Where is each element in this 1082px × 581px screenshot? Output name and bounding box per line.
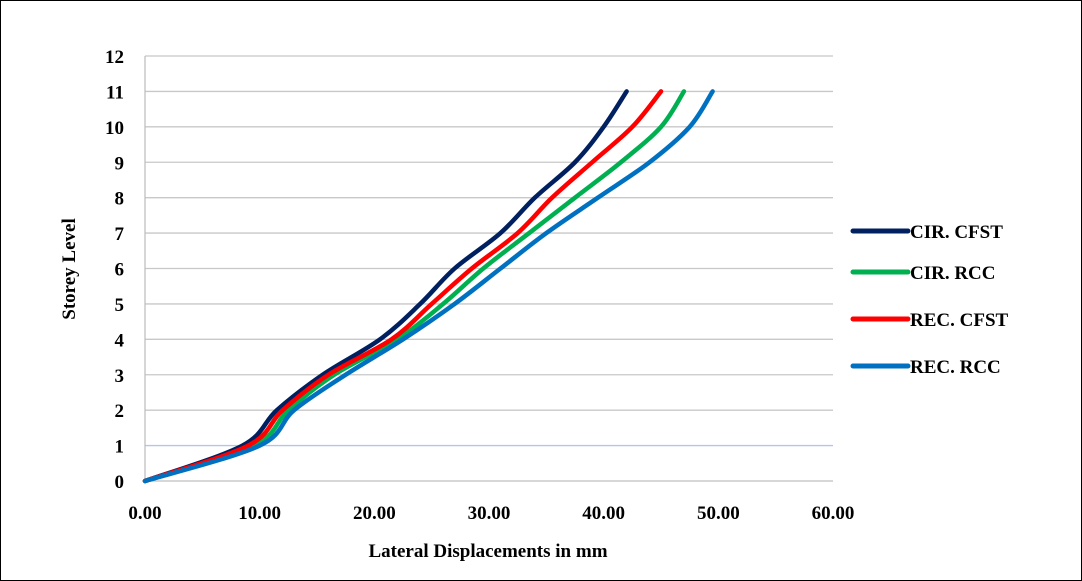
y-tick-label: 12: [105, 47, 124, 68]
y-tick-label: 2: [115, 401, 125, 422]
x-tick-label: 20.00: [353, 503, 396, 524]
series-line-cir-rcc: [142, 89, 687, 484]
legend-label-rec-rcc: REC. RCC: [910, 357, 1001, 378]
x-tick-label: 10.00: [238, 503, 281, 524]
x-tick-label: 40.00: [582, 503, 625, 524]
y-tick-label: 0: [115, 472, 125, 493]
y-tick-label: 10: [105, 118, 124, 139]
y-tick-label: 1: [115, 437, 125, 458]
y-tick-label: 4: [115, 330, 125, 351]
legend-label-cir-rcc: CIR. RCC: [910, 263, 996, 284]
legend: CIR. CFST CIR. RCC REC. CFST REC. RCC: [850, 222, 1009, 378]
legend-label-rec-cfst: REC. CFST: [910, 310, 1009, 331]
x-tick-label: 50.00: [697, 503, 740, 524]
y-tick-label: 9: [115, 153, 125, 174]
series-line-rec-cfst: [142, 89, 664, 484]
y-tick-label: 5: [115, 295, 125, 316]
legend-label-cir-cfst: CIR. CFST: [910, 222, 1003, 243]
series-line-rec-rcc: [142, 89, 715, 484]
series-line-cir-cfst: [142, 89, 629, 484]
series-layer: [142, 89, 715, 484]
y-tick-label: 11: [106, 82, 124, 103]
y-tick-label: 8: [115, 189, 125, 210]
x-tick-label: 0.00: [128, 503, 161, 524]
tick-labels: 0.00 10.00 20.00 30.00 40.00 50.00 60.00012345…: [105, 47, 854, 524]
axes: [144, 56, 833, 482]
y-tick-label: 3: [115, 366, 125, 387]
y-tick-label: 7: [115, 224, 125, 245]
x-tick-label: 60.00: [812, 503, 855, 524]
gridlines: [145, 55, 833, 447]
x-tick-label: 30.00: [468, 503, 511, 524]
y-tick-label: 6: [115, 260, 125, 281]
x-axis-title: Lateral Displacements in mm: [368, 541, 607, 562]
y-axis-title: Storey Level: [59, 218, 80, 320]
